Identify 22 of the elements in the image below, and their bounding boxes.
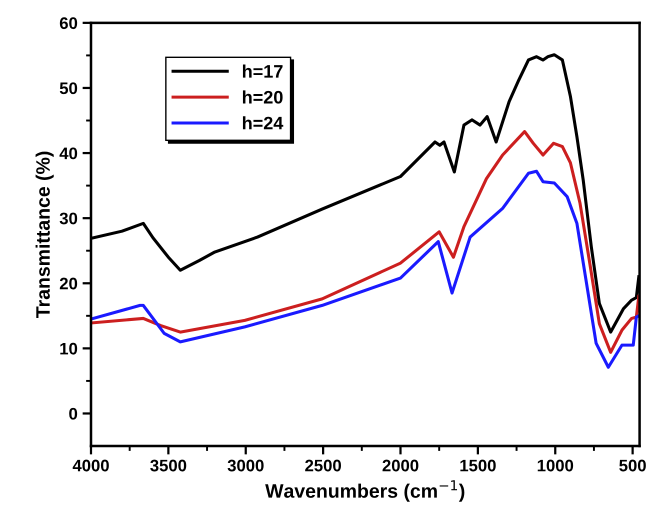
y-tick-label: 60 [60, 17, 78, 30]
legend-label: h=20 [242, 90, 283, 104]
x-axis-title: Wavenumbers (cm$^{−1}$) [265, 480, 464, 502]
y-axis-title: Transmittance (%) [36, 152, 54, 318]
y-tick-label: 0 [69, 408, 78, 420]
x-tick-label: 500 [619, 460, 646, 472]
legend-label: h=24 [242, 116, 284, 130]
x-tick-label: 4000 [72, 460, 109, 472]
x-tick-label: 1500 [460, 460, 496, 472]
y-tick-label: 50 [60, 82, 78, 94]
x-tick-label: 1000 [538, 460, 574, 472]
legend-label: h=17 [242, 64, 283, 78]
x-tick-label: 3000 [228, 460, 264, 472]
line-series [90, 170, 640, 369]
x-tick-label: 2500 [305, 460, 341, 472]
x-tick-label: 3500 [150, 460, 186, 472]
x-tick-label: 2000 [382, 460, 418, 472]
y-tick-label: 10 [60, 342, 78, 355]
line-series [90, 130, 640, 354]
y-tick-label: 30 [60, 212, 78, 224]
y-tick-label: 40 [60, 147, 78, 160]
y-tick-label: 20 [60, 278, 78, 290]
